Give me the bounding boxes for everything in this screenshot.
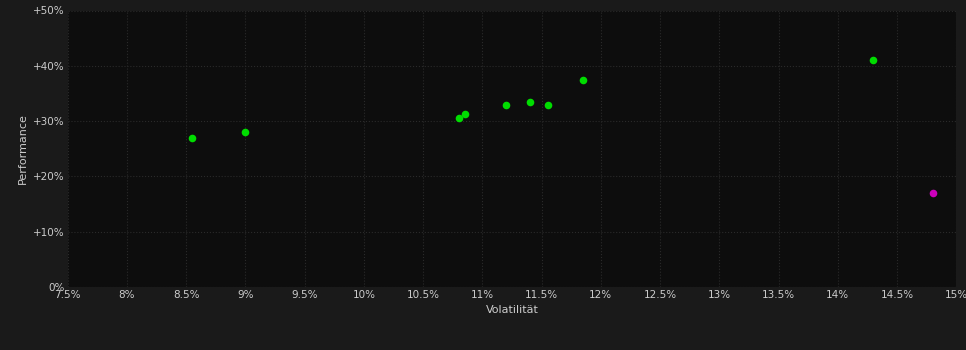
Point [498, 102, 514, 107]
Point [457, 111, 472, 117]
Point [576, 77, 591, 83]
Y-axis label: Performance: Performance [17, 113, 28, 184]
Point [540, 102, 555, 107]
Point [238, 130, 253, 135]
Point [522, 99, 537, 105]
Point [866, 57, 881, 63]
Point [185, 135, 200, 140]
Point [924, 190, 940, 196]
X-axis label: Volatilität: Volatilität [486, 305, 538, 315]
Point [451, 116, 467, 121]
